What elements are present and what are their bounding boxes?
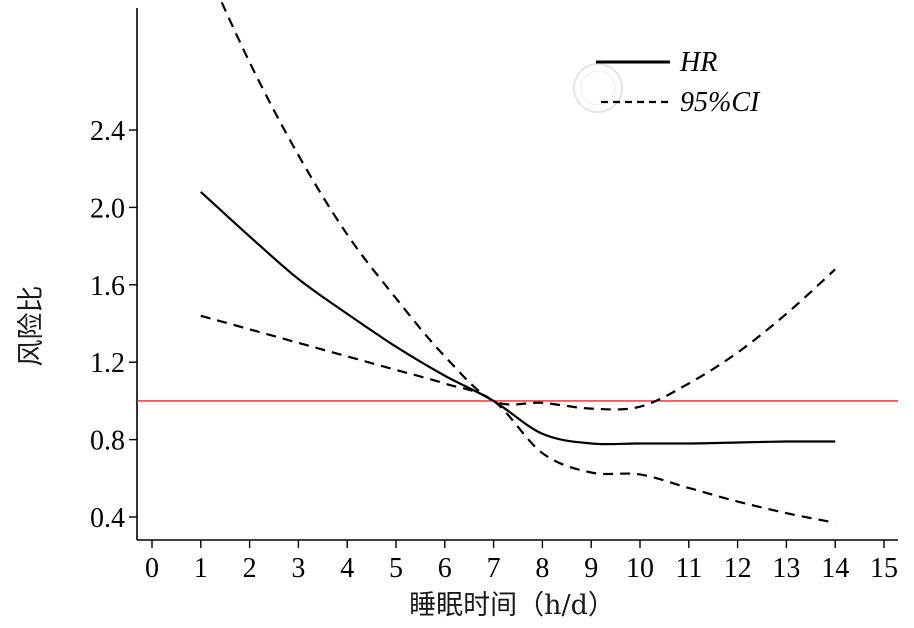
x-tick-label: 3 <box>291 553 305 584</box>
x-tick-label: 4 <box>340 553 354 584</box>
series-line-2 <box>200 314 836 524</box>
series-line-0 <box>200 191 836 446</box>
society-watermark <box>573 63 623 113</box>
series-layer <box>200 0 836 524</box>
axes: 0.40.81.21.62.02.40 1 2 3 4 5 6 7 8 9 10 11 12 13 14 15 <box>90 8 898 584</box>
x-tick-label: 11 <box>675 553 702 584</box>
y-tick-label: 2.0 <box>90 193 125 224</box>
legend-label-ci: 95%CI <box>680 87 761 118</box>
y-tick-label: 1.2 <box>90 348 125 379</box>
x-tick-label: 12 <box>724 553 752 584</box>
x-axis-label: 睡眠时间（h/d） <box>409 590 615 621</box>
legend-label-hr: HR <box>679 47 717 78</box>
y-tick-label: 1.6 <box>90 271 125 302</box>
x-tick-label: 6 <box>438 553 452 584</box>
y-tick-label: 0.8 <box>90 426 125 457</box>
legend: HR 95%CI <box>596 47 761 118</box>
y-axis-label: 风险比 <box>16 286 47 367</box>
x-tick-label: 9 <box>584 553 598 584</box>
x-tick-label: 7 <box>487 553 501 584</box>
x-tick-label: 0 <box>145 553 159 584</box>
x-tick-label: 10 <box>626 553 654 584</box>
series-line-1 <box>219 0 836 411</box>
x-tick-label: 14 <box>821 553 849 584</box>
y-tick-label: 0.4 <box>90 503 125 534</box>
y-tick-label: 2.4 <box>90 116 125 147</box>
x-tick-label: 5 <box>389 553 403 584</box>
x-tick-label: 8 <box>535 553 549 584</box>
x-tick-label: 1 <box>194 553 208 584</box>
x-tick-label: 13 <box>772 553 800 584</box>
x-tick-label: 2 <box>243 553 257 584</box>
x-tick-label: 15 <box>870 553 898 584</box>
